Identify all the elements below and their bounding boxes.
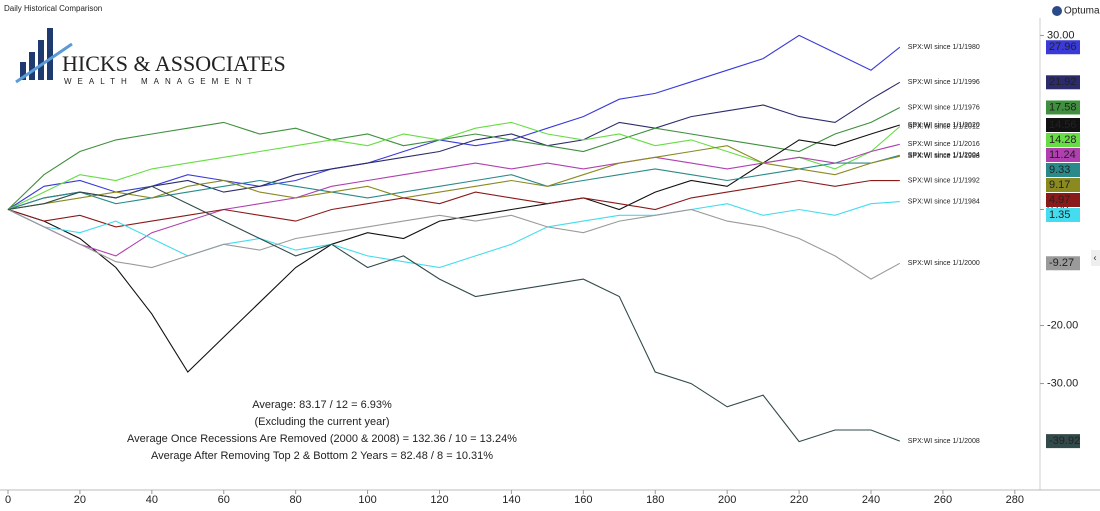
end-value-label: -39.92 (1049, 435, 1080, 447)
series-line (7, 201, 900, 269)
end-value-label: 9.33 (1049, 164, 1070, 176)
end-value-label: 17.58 (1049, 101, 1077, 113)
end-value-label: 1.35 (1049, 209, 1070, 221)
annotation: (Excluding the current year) (254, 416, 389, 428)
annotation: Average Once Recessions Are Removed (200… (127, 433, 517, 445)
end-value-label: 21.92 (1049, 76, 1077, 88)
x-tick-label: 140 (502, 494, 520, 506)
series-name: SPX:WI since 1/1/1988 (908, 153, 980, 160)
x-tick-label: 120 (430, 494, 448, 506)
series-line (7, 208, 901, 280)
side-tab-icon[interactable]: ‹ (1094, 252, 1097, 262)
series-line (7, 154, 900, 211)
logo-bar (20, 62, 26, 80)
end-badge (1046, 256, 1080, 271)
series-name: SPX:WI since 1/1/2008 (908, 438, 980, 445)
series-name: SPX:WI since 1/1/2020 (908, 122, 980, 129)
x-tick-label: 200 (718, 494, 736, 506)
series-line (7, 81, 901, 211)
series-line (7, 145, 900, 211)
brand: Optuma (1064, 6, 1100, 17)
x-tick-label: 240 (862, 494, 880, 506)
logo-name: HICKS & ASSOCIATES (62, 51, 286, 76)
series-name: SPX:WI since 1/1/2000 (908, 260, 980, 267)
series-name: SPX:WI since 1/1/1980 (908, 44, 980, 51)
logo-bar (29, 52, 35, 80)
end-value-label: 14.28 (1049, 134, 1077, 146)
end-badge (1046, 434, 1080, 449)
x-tick-label: 100 (358, 494, 376, 506)
series-line (7, 121, 901, 210)
series-name: SPX:WI since 1/1/2016 (908, 141, 980, 148)
end-value-label: 14.56 (1049, 119, 1077, 131)
x-tick-label: 260 (934, 494, 952, 506)
side-tab[interactable] (1091, 250, 1100, 266)
y-tick-label: -30.00 (1047, 377, 1078, 389)
y-tick-label: 30.00 (1047, 29, 1075, 41)
annotation: Average After Removing Top 2 & Bottom 2 … (151, 450, 493, 462)
x-tick-label: 160 (574, 494, 592, 506)
series-name: SPX:WI since 1/1/2004 (908, 152, 980, 159)
end-value-label: 9.17 (1049, 179, 1070, 191)
x-tick-label: 40 (146, 494, 158, 506)
end-badge (1046, 177, 1080, 192)
end-badge (1046, 100, 1080, 115)
x-tick-label: 0 (5, 494, 11, 506)
x-tick-label: 280 (1006, 494, 1024, 506)
logo: HICKS & ASSOCIATES WEALTH MANAGEMENT (15, 28, 286, 86)
x-tick-label: 80 (290, 494, 302, 506)
end-badge (1046, 147, 1080, 162)
end-badge (1046, 117, 1080, 132)
logo-bar (38, 40, 44, 80)
series-line (7, 34, 901, 210)
logo-tagline: WEALTH MANAGEMENT (64, 77, 258, 86)
end-value-label: -9.27 (1049, 257, 1074, 269)
series-line (7, 143, 900, 257)
series-name: SPX:WI since 1/1/1996 (908, 79, 980, 86)
end-badge (1046, 192, 1080, 207)
series-name: SPX:WI since 1/1/1992 (908, 177, 980, 184)
series-name: SPX:WI since 1/1/1976 (908, 104, 980, 111)
logo-bar (47, 28, 53, 80)
chart-title: Daily Historical Comparison (4, 4, 102, 13)
y-tick-label: -20.00 (1047, 319, 1078, 331)
end-badge (1046, 162, 1080, 177)
logo-arrow (15, 42, 73, 84)
x-tick-label: 60 (218, 494, 230, 506)
annotation: Average: 83.17 / 12 = 6.93% (252, 399, 392, 411)
end-badge (1046, 207, 1080, 222)
series-name: SPX:WI since 1/1/1984 (908, 198, 980, 205)
x-tick-label: 20 (74, 494, 86, 506)
series-name: SPX:WI since 1/1/2012 (908, 123, 980, 130)
end-value-label: 11.24 (1049, 149, 1076, 161)
end-badge (1046, 75, 1080, 90)
x-tick-label: 180 (646, 494, 664, 506)
series-line (7, 107, 901, 210)
end-value-label: 4.97 (1049, 194, 1070, 206)
x-tick-label: 220 (790, 494, 808, 506)
brand-icon (1052, 6, 1062, 16)
series-line (7, 179, 900, 228)
end-badge (1046, 40, 1080, 55)
end-badge (1046, 132, 1080, 147)
end-value-label: 27.96 (1049, 41, 1077, 53)
series-line (7, 185, 900, 443)
